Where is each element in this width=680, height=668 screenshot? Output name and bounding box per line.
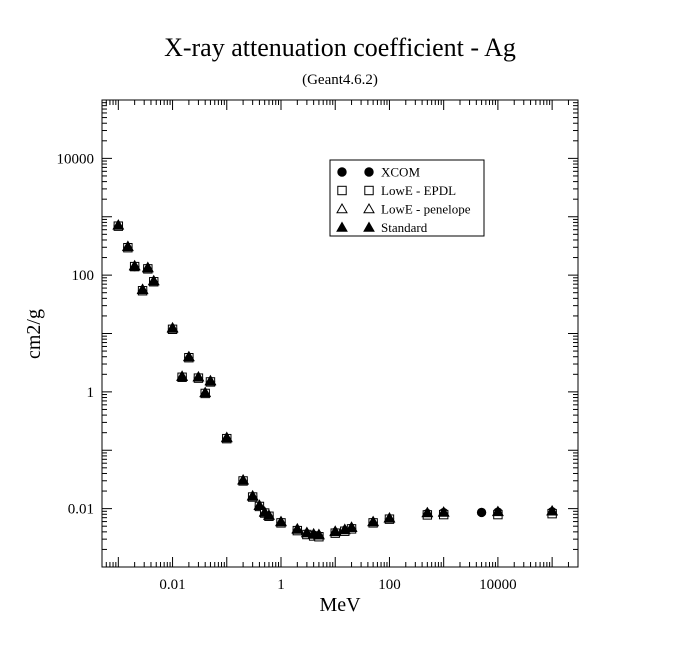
data-point bbox=[192, 370, 205, 382]
legend-item: XCOM bbox=[337, 165, 420, 180]
data-point bbox=[176, 370, 188, 381]
y-tick-label: 0.01 bbox=[68, 502, 94, 518]
series-standard bbox=[112, 219, 558, 539]
y-tick-label: 1 bbox=[87, 385, 95, 401]
legend-marker bbox=[336, 202, 348, 214]
data-point bbox=[220, 431, 233, 442]
data-point bbox=[367, 515, 379, 526]
legend-label: LowE - EPDL bbox=[381, 183, 456, 198]
data-point bbox=[147, 274, 160, 286]
legend-item: LowE - EPDL bbox=[337, 183, 456, 198]
y-axis-label: cm2/g bbox=[23, 309, 45, 359]
legend-marker bbox=[337, 185, 347, 196]
data-point bbox=[383, 512, 396, 523]
data-point bbox=[546, 505, 558, 516]
data-point bbox=[329, 525, 342, 536]
legend-marker bbox=[336, 221, 348, 232]
x-tick-label: 1 bbox=[277, 577, 285, 593]
data-point bbox=[166, 321, 179, 333]
data-point bbox=[421, 506, 434, 517]
data-point bbox=[291, 522, 304, 534]
data-point bbox=[492, 505, 504, 516]
data-point bbox=[122, 240, 134, 251]
data-point bbox=[301, 526, 313, 537]
legend-marker bbox=[364, 185, 374, 196]
data-point bbox=[128, 259, 141, 270]
legend-label: XCOM bbox=[381, 165, 420, 180]
x-axis-label: MeV bbox=[319, 594, 361, 616]
data-point bbox=[437, 506, 450, 517]
data-point bbox=[345, 521, 358, 532]
chart-title: X-ray attenuation coefficient - Ag bbox=[164, 33, 516, 62]
data-point bbox=[237, 473, 249, 485]
legend-label: LowE - penelope bbox=[381, 202, 471, 217]
data-series bbox=[112, 219, 558, 542]
x-tick-label: 10000 bbox=[479, 577, 517, 593]
data-point bbox=[263, 509, 275, 520]
chart-subtitle: (Geant4.6.2) bbox=[302, 72, 378, 88]
data-point bbox=[476, 507, 487, 518]
x-axis: 0.01 1 100 10000 bbox=[101, 100, 579, 593]
data-point bbox=[136, 283, 149, 294]
y-tick-label: 100 bbox=[72, 268, 95, 284]
data-point bbox=[275, 515, 287, 526]
data-point bbox=[141, 261, 154, 272]
data-point bbox=[112, 219, 125, 230]
data-point bbox=[313, 528, 325, 539]
legend-label: Standard bbox=[381, 220, 428, 235]
data-point bbox=[253, 499, 266, 510]
legend-marker bbox=[363, 202, 375, 214]
x-tick-label: 100 bbox=[378, 577, 401, 593]
data-point bbox=[204, 374, 217, 386]
legend-marker bbox=[337, 167, 347, 177]
legend-marker bbox=[363, 221, 375, 232]
y-tick-label: 10000 bbox=[57, 151, 95, 167]
legend: XCOM LowE - EPDL LowE - penelope Standard bbox=[329, 159, 485, 237]
legend-box bbox=[329, 159, 485, 237]
series-lowe-epdl bbox=[113, 221, 557, 542]
legend-item: LowE - penelope bbox=[336, 202, 471, 217]
data-point bbox=[246, 489, 259, 501]
x-tick-label: 0.01 bbox=[159, 577, 185, 593]
data-point bbox=[183, 350, 195, 361]
legend-item: Standard bbox=[336, 220, 428, 235]
data-point bbox=[199, 386, 212, 397]
legend-marker bbox=[364, 167, 374, 177]
y-axis: 0.01 1 100 10000 bbox=[57, 99, 578, 568]
